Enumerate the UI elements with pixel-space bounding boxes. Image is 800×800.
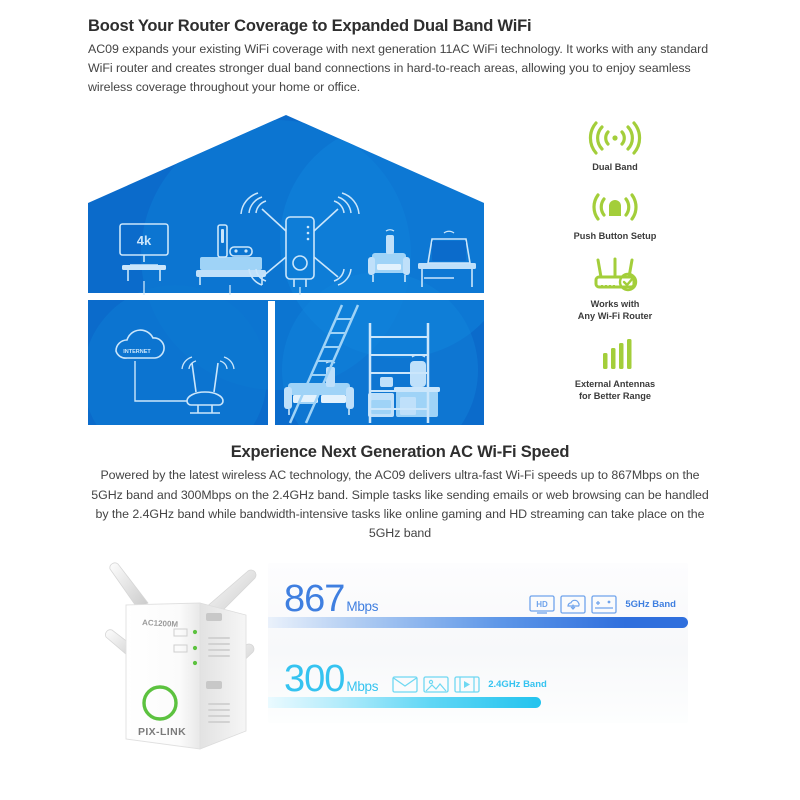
router-icon — [181, 356, 235, 415]
section-coverage: Boost Your Router Coverage to Expanded D… — [0, 0, 800, 97]
cloud-download-icon — [560, 595, 586, 614]
tv-4k-label: 4k — [137, 233, 152, 248]
section2-body: Powered by the latest wireless AC techno… — [91, 468, 709, 540]
speed-track-24ghz — [268, 697, 688, 709]
works-with-line1: Works with — [590, 299, 640, 310]
envelope-icon — [392, 676, 418, 693]
speed-value-24ghz: 300 — [284, 658, 345, 701]
band-label-24ghz: 2.4GHz Band — [488, 679, 547, 691]
router-check-icon — [556, 254, 674, 294]
feature-external-antennas: External Antennas for Better Range — [556, 334, 674, 402]
lower-right-scene — [284, 304, 440, 424]
speed-fill-5ghz — [268, 617, 688, 629]
internet-label: INTERNET — [123, 349, 151, 355]
feature-works-with-router: Works with Any Wi-Fi Router — [556, 254, 674, 322]
device-body: AC1200M PIX-LINK — [125, 602, 201, 750]
feature-push-button-label: Push Button Setup — [573, 230, 657, 241]
section1-heading: Boost Your Router Coverage to Expanded D… — [88, 17, 532, 35]
speed-track-5ghz — [268, 617, 688, 629]
desk-laptop-icon — [418, 230, 476, 288]
band-icons-24ghz: 2.4GHz Band — [392, 675, 547, 694]
led-indicator — [192, 630, 198, 635]
led-indicator — [192, 646, 198, 651]
tv-4k-icon: 4k — [119, 223, 169, 282]
speed-row-24ghz: 300 Mbps — [268, 643, 688, 723]
extender-device-icon — [240, 192, 360, 288]
feature-works-with-router-label: Works with Any Wi-Fi Router — [556, 299, 674, 322]
video-icon — [454, 676, 480, 693]
antennas-line1: External Antennas — [574, 379, 656, 390]
antennas-line2: for Better Range — [579, 390, 651, 401]
lower-left-scene: INTERNET — [115, 329, 235, 415]
band-label-5ghz: 5GHz Band — [625, 599, 676, 611]
bed-console-icon — [196, 224, 266, 286]
floor-divider — [88, 293, 484, 301]
led-indicator — [192, 661, 198, 666]
wps-ring-button[interactable] — [142, 685, 178, 721]
device-model-label: AC1200M — [142, 618, 179, 629]
push-button-icon — [556, 186, 674, 226]
speed-unit-24ghz: Mbps — [346, 679, 379, 695]
device-brand-label: PIX-LINK — [138, 726, 186, 738]
speed-panel: 867 Mbps HD — [268, 563, 688, 724]
device-photo: AC1200M PIX-LINK — [105, 562, 257, 750]
device-side-panel — [199, 602, 247, 750]
armchair-phone-icon — [368, 229, 410, 283]
feature-list: Dual Band Push Button Setup — [556, 117, 674, 402]
upper-floor-scene: 4k — [119, 192, 476, 296]
stairs-icon — [288, 304, 430, 424]
band-icons-5ghz: HD — [529, 595, 676, 614]
feature-push-button: Push Button Setup — [556, 186, 674, 243]
feature-dual-band-label: Dual Band — [592, 162, 638, 173]
speed-fill-24ghz — [268, 697, 541, 709]
feature-dual-band: Dual Band — [556, 117, 674, 174]
wifi-signal-icon — [556, 117, 674, 157]
internet-cloud-icon: INTERNET — [115, 329, 165, 360]
speed-value-5ghz: 867 — [284, 578, 345, 621]
sofa-icon — [284, 361, 354, 416]
feature-external-antennas-label: External Antennas for Better Range — [556, 379, 674, 402]
speed-row-5ghz: 867 Mbps HD — [268, 563, 688, 643]
works-with-line2: Any Wi-Fi Router — [577, 310, 653, 321]
section2-heading: Experience Next Generation AC Wi-Fi Spee… — [230, 443, 570, 462]
house-diagram: 4k — [88, 115, 484, 426]
device-speed-area: AC1200M PIX-LINK 867 Mbps — [0, 551, 800, 776]
svg-text:HD: HD — [537, 600, 549, 609]
antenna-bars-icon — [556, 334, 674, 374]
section1-body: AC09 expands your existing WiFi coverage… — [88, 41, 709, 95]
speed-unit-5ghz: Mbps — [346, 599, 379, 615]
house-illustration-area: 4k — [0, 105, 800, 435]
internet-cable — [134, 361, 187, 402]
photo-icon — [423, 676, 449, 693]
section-ac-speed: Experience Next Generation AC Wi-Fi Spee… — [0, 443, 800, 543]
gamepad-icon — [591, 595, 617, 614]
room-divider — [268, 301, 275, 426]
hd-icon: HD — [529, 595, 555, 614]
